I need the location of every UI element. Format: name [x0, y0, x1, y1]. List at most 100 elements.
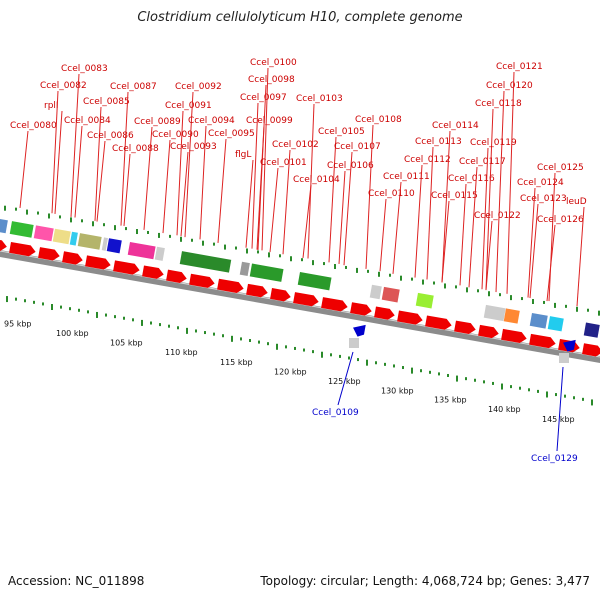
reverse-gene-label: Ccel_0129 [531, 454, 578, 464]
gene-arrow [246, 283, 268, 298]
gene-arrow-shape [293, 292, 319, 307]
scale-tick [87, 310, 89, 314]
gene-domain-rect [179, 251, 232, 273]
gene-domain-box [9, 221, 34, 238]
upper-tick [510, 295, 512, 301]
gene-label: Ccel_0100 [250, 58, 297, 68]
gene-label: Ccel_0104 [293, 175, 340, 185]
scale-tick [582, 397, 584, 401]
gene-label: Ccel_0099 [246, 116, 293, 126]
upper-tick [257, 250, 259, 254]
gene-leader-line [120, 91, 129, 226]
scale-tick [501, 383, 503, 390]
scale-tick [546, 391, 548, 398]
gene-arrow-shape [350, 302, 372, 316]
upper-tick [15, 207, 17, 211]
map-title: Clostridium cellulolyticum H10, complete… [137, 10, 463, 25]
gene-label: Ccel_0086 [87, 131, 134, 141]
gene-leader-line [506, 71, 515, 294]
scale-tick [519, 386, 521, 390]
gene-arrow [0, 239, 7, 252]
gene-domain-rect [33, 225, 54, 242]
gene-label: Ccel_0093 [170, 142, 217, 152]
scale-tick [267, 342, 269, 346]
upper-tick [312, 260, 314, 266]
upper-tick [499, 293, 501, 297]
scale-label: 135 kbp [434, 396, 467, 405]
gene-label: Ccel_0089 [134, 117, 181, 127]
gene-leader-line [251, 102, 259, 249]
gene-leader-line [70, 73, 80, 217]
gene-domain-rect [101, 237, 108, 251]
upper-tick [180, 236, 182, 242]
gene-domain-box [33, 225, 54, 242]
gene-arrow-shape [270, 288, 291, 302]
upper-tick [235, 246, 237, 250]
reverse-gene-shape [563, 339, 576, 352]
scale-tick [123, 316, 125, 320]
upper-tick [81, 219, 83, 223]
scale-tick [78, 308, 80, 312]
gene-leader-line [343, 151, 353, 266]
scale-tick [420, 369, 422, 373]
scale-tick [312, 350, 314, 354]
gene-label: Ccel_0097 [240, 93, 287, 103]
gene-arrow [113, 260, 140, 275]
upper-tick [400, 275, 402, 281]
scale-tick [537, 389, 539, 393]
gene-leader-line [302, 184, 312, 259]
gene-domain-rect [369, 284, 382, 300]
gene-leader-line [546, 224, 556, 302]
gene-domain-box [249, 263, 284, 282]
gene-label: Ccel_0121 [496, 62, 543, 72]
gene-leader-line [143, 126, 153, 230]
reverse-gene-box [559, 353, 569, 363]
gene-arrow [62, 251, 83, 265]
scale-label: 120 kbp [274, 367, 307, 376]
scale-tick [402, 366, 404, 370]
upper-tick [477, 289, 479, 293]
gene-arrow [217, 278, 244, 294]
gene-domain-box [483, 304, 506, 322]
gene-leader-line [162, 139, 171, 234]
gene-arrow [374, 306, 395, 320]
upper-tick [103, 223, 105, 227]
gene-leader-line [495, 90, 505, 293]
reverse-gene-arrow [563, 339, 576, 352]
gene-leader-line [282, 149, 291, 255]
scale-tick [276, 343, 278, 350]
upper-tick [334, 264, 336, 270]
accession-text: Accession: NC_011898 [8, 574, 145, 588]
gene-label: Ccel_0080 [10, 121, 57, 131]
gene-arrow [321, 297, 348, 312]
scale-tick [141, 319, 143, 326]
gene-domain-box [297, 272, 332, 291]
upper-tick [136, 229, 138, 235]
gene-leader-line [365, 124, 374, 269]
gene-leader-line [245, 159, 254, 248]
scale-tick [6, 296, 8, 303]
gene-leader-line [548, 172, 556, 302]
gene-leader-line [74, 125, 83, 218]
scale-tick [357, 358, 359, 362]
gene-label: Ccel_0120 [486, 81, 533, 91]
gene-leader-line [307, 103, 315, 259]
gene-leader-line [459, 183, 467, 286]
upper-tick [488, 291, 490, 297]
gene-label: Ccel_0084 [64, 116, 111, 126]
gene-domain-rect [415, 292, 434, 309]
gene-label: Ccel_0124 [517, 178, 564, 188]
scale-tick [15, 297, 17, 301]
upper-tick [422, 279, 424, 285]
upper-tick [26, 209, 28, 215]
gene-domain-rect [154, 246, 165, 261]
gene-leader-line [19, 130, 29, 208]
gene-leader-line [441, 130, 451, 283]
scale-tick [195, 329, 197, 333]
scale-tick [24, 299, 26, 303]
gene-label: Ccel_0103 [296, 94, 343, 104]
gene-label: Ccel_0110 [368, 189, 415, 199]
scale-tick [393, 364, 395, 368]
gene-domain-box [381, 286, 400, 303]
gene-label: Ccel_0117 [459, 157, 506, 167]
